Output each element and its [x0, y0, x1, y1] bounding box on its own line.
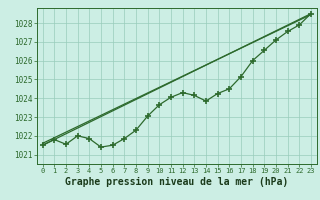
X-axis label: Graphe pression niveau de la mer (hPa): Graphe pression niveau de la mer (hPa) — [65, 177, 288, 187]
